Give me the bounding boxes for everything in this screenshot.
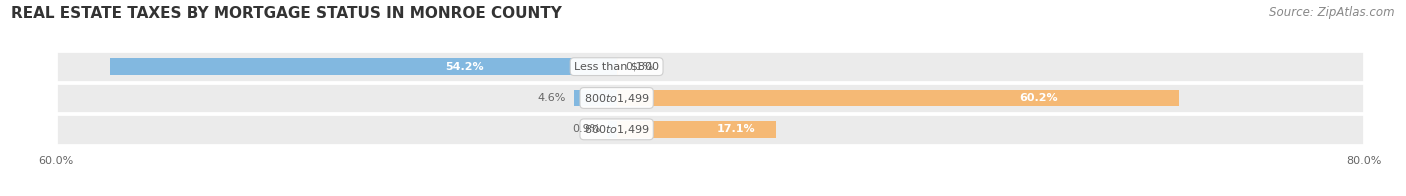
Bar <box>56 51 1364 82</box>
Text: Less than $800: Less than $800 <box>574 62 659 72</box>
Text: 0.9%: 0.9% <box>572 124 600 134</box>
Text: 60.2%: 60.2% <box>1019 93 1057 103</box>
Legend: Without Mortgage, With Mortgage: Without Mortgage, With Mortgage <box>586 193 834 196</box>
Text: $800 to $1,499: $800 to $1,499 <box>583 92 650 104</box>
Text: Source: ZipAtlas.com: Source: ZipAtlas.com <box>1270 6 1395 19</box>
Bar <box>56 114 1364 145</box>
Text: 17.1%: 17.1% <box>717 124 756 134</box>
Text: REAL ESTATE TAXES BY MORTGAGE STATUS IN MONROE COUNTY: REAL ESTATE TAXES BY MORTGAGE STATUS IN … <box>11 6 562 21</box>
Bar <box>617 121 776 138</box>
Text: 54.2%: 54.2% <box>446 62 484 72</box>
Bar <box>617 90 1178 106</box>
Bar <box>574 90 617 106</box>
Text: 0.1%: 0.1% <box>626 62 654 72</box>
Text: 4.6%: 4.6% <box>538 93 567 103</box>
Bar <box>111 58 617 75</box>
Bar <box>56 83 1364 113</box>
Text: $800 to $1,499: $800 to $1,499 <box>583 123 650 136</box>
Bar <box>609 121 617 138</box>
